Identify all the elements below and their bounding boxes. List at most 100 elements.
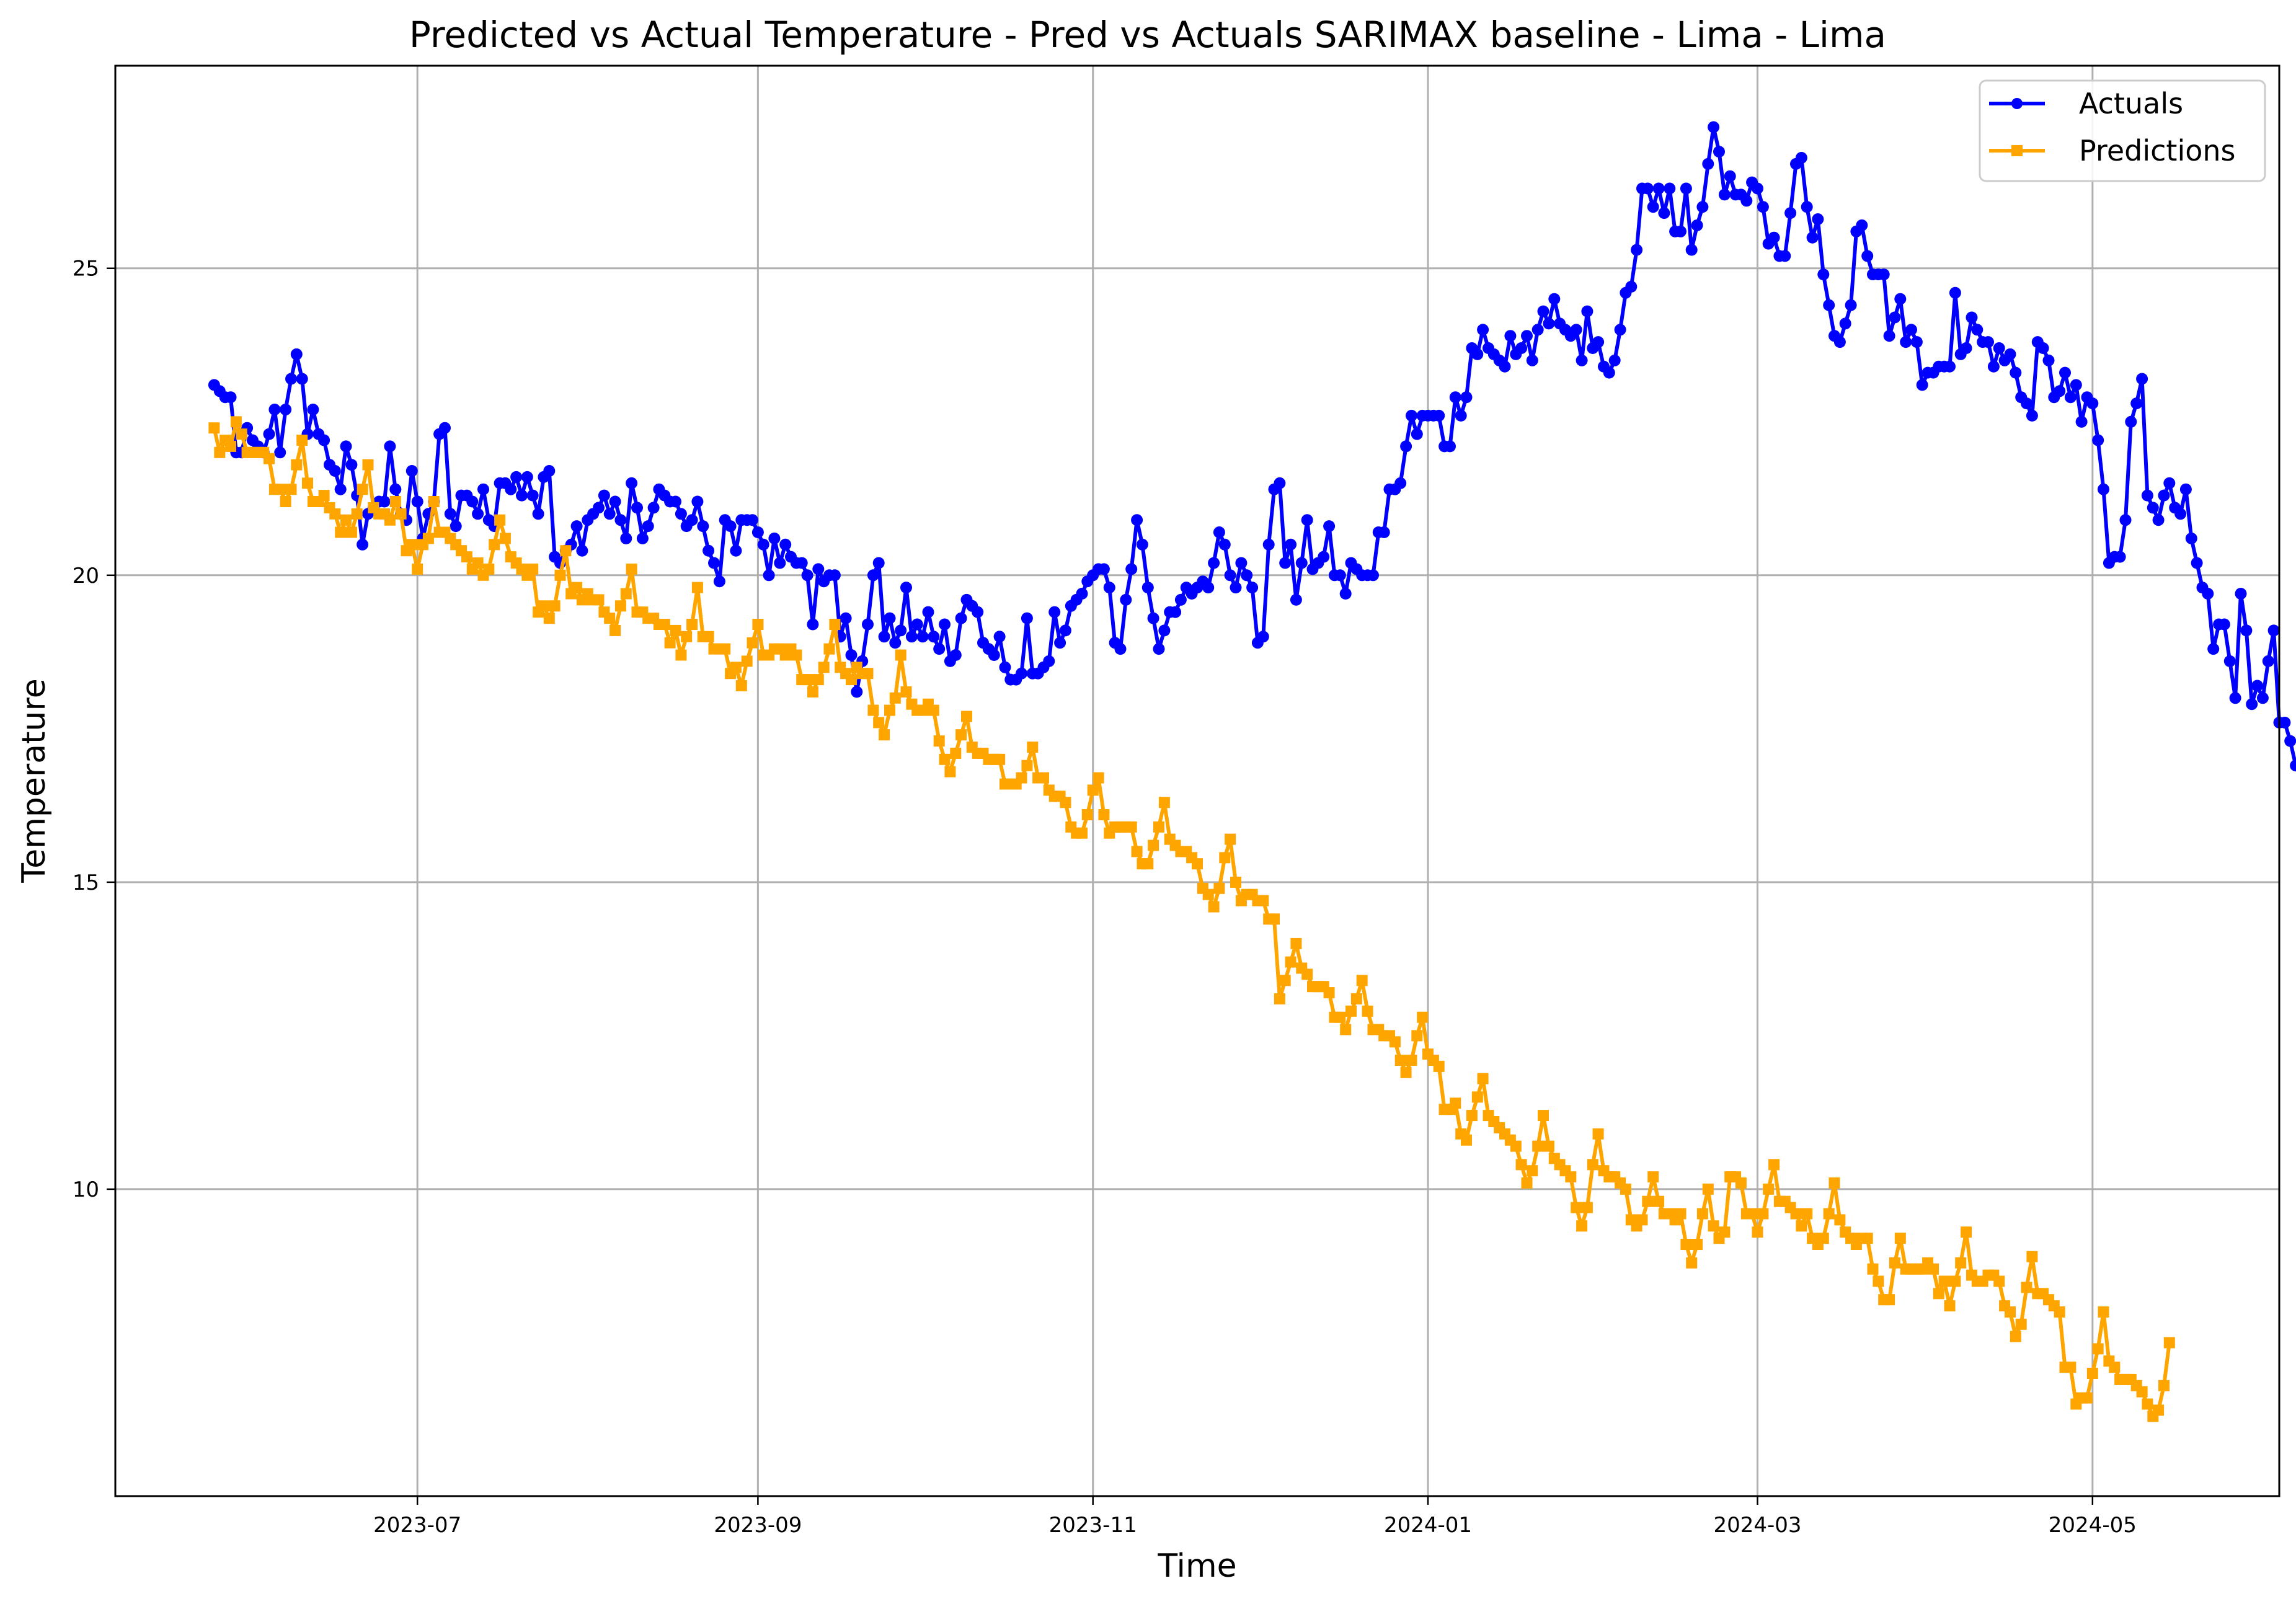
- data-point-predictions: [681, 631, 693, 642]
- data-point-actuals: [1449, 391, 1461, 404]
- data-point-predictions: [691, 582, 703, 593]
- legend-actuals-marker: [2011, 98, 2023, 109]
- data-point-actuals: [884, 612, 896, 624]
- data-point-actuals: [1740, 195, 1753, 207]
- data-point-predictions: [823, 643, 835, 655]
- data-point-predictions: [1450, 1097, 1461, 1109]
- data-point-predictions: [1225, 833, 1236, 845]
- data-point-actuals: [1235, 557, 1248, 569]
- data-point-actuals: [1103, 582, 1115, 594]
- data-point-predictions: [2136, 1386, 2148, 1398]
- data-point-actuals: [2152, 514, 2165, 526]
- data-point-predictions: [1928, 1263, 1939, 1275]
- data-point-predictions: [928, 704, 939, 716]
- data-point-actuals: [1823, 299, 1835, 311]
- data-point-predictions: [1125, 821, 1137, 833]
- data-point-actuals: [1960, 342, 1972, 354]
- data-point-actuals: [1059, 624, 1071, 637]
- data-point-predictions: [2065, 1362, 2077, 1373]
- data-point-predictions: [2153, 1404, 2165, 1416]
- data-point-actuals: [1658, 207, 1670, 219]
- data-point-actuals: [889, 637, 902, 649]
- data-point-predictions: [527, 563, 539, 575]
- data-point-predictions: [351, 508, 363, 520]
- data-point-actuals: [2010, 366, 2022, 379]
- data-point-actuals: [1784, 207, 1797, 219]
- data-point-predictions: [1274, 993, 1285, 1004]
- data-point-predictions: [1301, 968, 1313, 980]
- data-point-actuals: [1647, 201, 1659, 213]
- data-point-predictions: [1192, 858, 1203, 870]
- data-point-predictions: [1653, 1195, 1665, 1207]
- data-point-actuals: [329, 465, 341, 477]
- data-point-actuals: [1279, 557, 1292, 569]
- data-point-predictions: [1098, 809, 1110, 820]
- data-point-actuals: [670, 495, 681, 508]
- data-point-actuals: [1910, 336, 1923, 348]
- data-point-actuals: [318, 434, 330, 446]
- x-tick-label: 2023-09: [714, 1513, 802, 1538]
- data-point-predictions: [1647, 1171, 1659, 1183]
- data-point-predictions: [604, 613, 616, 624]
- data-point-actuals: [1169, 606, 1182, 618]
- data-point-predictions: [335, 526, 347, 538]
- data-point-actuals: [1224, 569, 1236, 582]
- legend-predictions-label: Predictions: [2079, 134, 2235, 167]
- x-axis-label: Time: [1157, 1548, 1236, 1585]
- data-point-actuals: [505, 483, 517, 495]
- data-point-actuals: [1339, 588, 1352, 600]
- data-point-actuals: [1120, 593, 1132, 606]
- data-point-predictions: [291, 459, 303, 471]
- data-point-actuals: [928, 631, 940, 643]
- data-point-actuals: [1097, 563, 1110, 575]
- data-point-predictions: [1461, 1134, 1472, 1146]
- data-point-predictions: [285, 484, 297, 495]
- data-point-actuals: [1894, 293, 1907, 305]
- data-point-predictions: [1148, 840, 1159, 851]
- data-point-actuals: [1839, 317, 1851, 330]
- series-predictions: [208, 416, 2175, 1422]
- data-point-actuals: [1406, 409, 1417, 422]
- data-point-actuals: [1477, 324, 1489, 336]
- x-tick-label: 2024-01: [1384, 1513, 1472, 1538]
- data-point-actuals: [526, 489, 539, 502]
- legend: Actuals Predictions: [1979, 79, 2266, 182]
- data-point-actuals: [1702, 157, 1714, 170]
- data-point-actuals: [1576, 354, 1588, 366]
- data-point-actuals: [1295, 557, 1308, 569]
- data-point-actuals: [1817, 268, 1830, 281]
- data-point-predictions: [889, 692, 901, 704]
- data-point-predictions: [1961, 1226, 1972, 1238]
- data-point-predictions: [1938, 1275, 1950, 1287]
- data-point-actuals: [1016, 667, 1027, 680]
- data-point-actuals: [1993, 342, 2005, 354]
- data-point-actuals: [636, 532, 649, 544]
- y-axis-label: Temperature: [16, 678, 53, 883]
- data-point-predictions: [719, 643, 731, 655]
- data-point-actuals: [900, 582, 912, 594]
- data-point-actuals: [1625, 280, 1638, 293]
- gridlines: [115, 66, 2279, 1496]
- data-point-actuals: [708, 557, 720, 569]
- data-point-actuals: [307, 404, 319, 415]
- data-point-predictions: [571, 582, 583, 593]
- data-point-predictions: [1571, 1202, 1582, 1213]
- data-point-actuals: [609, 495, 621, 508]
- data-point-actuals: [1400, 440, 1412, 453]
- data-point-actuals: [2037, 342, 2049, 354]
- data-point-predictions: [1060, 797, 1071, 809]
- data-point-actuals: [274, 446, 286, 459]
- data-point-actuals: [1966, 311, 1978, 324]
- data-point-predictions: [1417, 1011, 1429, 1023]
- data-point-actuals: [340, 440, 352, 453]
- data-point-predictions: [686, 619, 698, 630]
- data-point-actuals: [263, 428, 275, 440]
- data-point-predictions: [1389, 1036, 1401, 1048]
- data-point-actuals: [686, 514, 698, 526]
- data-point-actuals: [614, 514, 627, 526]
- data-point-actuals: [450, 520, 462, 533]
- data-point-predictions: [1884, 1294, 1895, 1306]
- data-point-predictions: [2092, 1343, 2104, 1355]
- data-point-actuals: [2202, 588, 2214, 600]
- data-point-actuals: [955, 612, 967, 624]
